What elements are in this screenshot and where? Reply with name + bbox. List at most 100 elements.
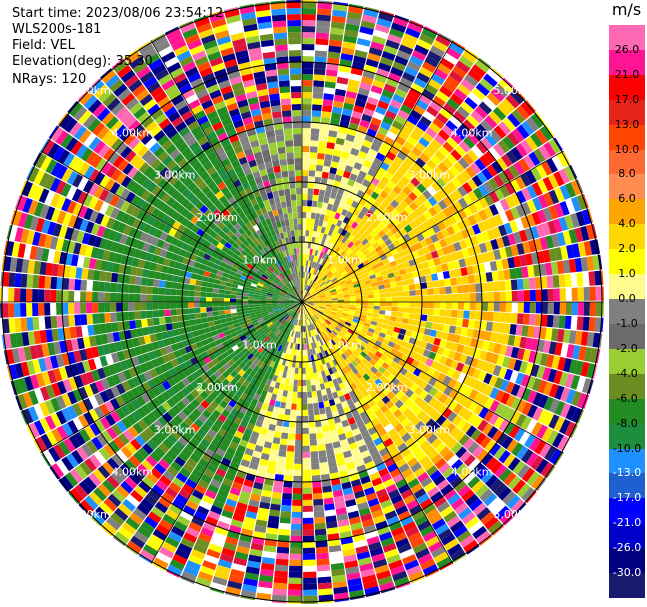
range-gate: [577, 287, 584, 301]
range-gate: [374, 271, 382, 278]
range-gate: [367, 245, 375, 253]
range-gate: [368, 90, 381, 101]
range-gate: [289, 379, 294, 386]
range-gate: [413, 319, 421, 327]
range-gate: [510, 146, 523, 161]
range-gate: [515, 204, 526, 218]
range-gate: [458, 335, 467, 345]
range-gate: [574, 360, 584, 376]
range-gate: [337, 305, 344, 309]
range-gate: [527, 390, 538, 404]
range-gate: [436, 272, 445, 280]
range-gate: [188, 302, 195, 308]
range-gate: [459, 353, 468, 364]
range-gate: [342, 252, 349, 260]
range-gate: [408, 88, 422, 99]
range-gate: [316, 552, 329, 560]
range-gate: [306, 294, 312, 299]
range-gate: [566, 244, 575, 259]
range-gate: [303, 284, 306, 291]
range-gate: [315, 170, 323, 178]
range-gate: [384, 262, 392, 270]
range-gate: [373, 186, 383, 195]
range-gate: [404, 266, 412, 274]
range-gate: [589, 302, 596, 317]
range-gate: [471, 64, 487, 78]
range-gate: [386, 166, 397, 176]
range-gate: [520, 215, 530, 229]
range-gate: [313, 188, 320, 196]
range-gate: [323, 311, 330, 316]
range-gate: [280, 504, 292, 512]
range-gate: [440, 228, 450, 238]
range-gate: [224, 306, 231, 311]
range-gate: [304, 291, 308, 297]
range-gate: [353, 256, 361, 263]
range-gate: [347, 178, 356, 187]
range-gate: [554, 203, 565, 218]
range-gate: [314, 237, 319, 244]
range-gate: [526, 199, 537, 213]
range-gate: [442, 270, 451, 279]
range-gate: [326, 63, 339, 71]
range-gate: [499, 302, 506, 312]
range-gate: [427, 259, 436, 268]
range-gate: [289, 553, 302, 560]
range-gate: [457, 185, 468, 197]
range-gate: [448, 269, 456, 278]
range-gate: [484, 133, 498, 147]
range-gate: [324, 308, 331, 312]
range-gate: [544, 124, 555, 138]
range-gate: [417, 269, 426, 277]
range-gate: [402, 98, 416, 110]
range-gate: [316, 558, 330, 566]
range-gate: [395, 204, 405, 214]
range-gate: [331, 300, 338, 302]
range-gate: [367, 168, 377, 177]
range-gate: [176, 308, 183, 316]
range-gate: [306, 206, 312, 213]
range-gate: [571, 287, 578, 301]
range-gate: [316, 564, 331, 572]
range-gate: [493, 291, 500, 302]
range-gate: [170, 302, 177, 309]
range-gate: [302, 200, 307, 207]
range-gate: [309, 267, 313, 274]
range-gate: [336, 219, 343, 227]
range-gate: [399, 77, 413, 88]
range-gate: [394, 194, 404, 205]
range-gate: [218, 302, 225, 307]
range-gate: [360, 20, 376, 30]
range-gate: [442, 157, 454, 169]
range-gate: [303, 571, 317, 578]
range-gate: [302, 254, 305, 261]
range-gate: [347, 11, 362, 21]
range-gate: [341, 284, 348, 289]
range-gate: [501, 98, 516, 113]
range-gate: [307, 302, 314, 305]
range-gate: [481, 292, 488, 302]
range-gate: [541, 161, 553, 176]
range-gate: [448, 325, 457, 334]
range-gate: [335, 273, 343, 279]
range-gate: [510, 279, 518, 291]
range-gate: [324, 261, 331, 268]
range-gate: [319, 305, 326, 309]
range-gate: [306, 373, 311, 380]
range-gate: [313, 304, 320, 307]
range-gate: [403, 195, 414, 206]
range-gate: [272, 588, 287, 596]
range-gate: [336, 168, 345, 177]
range-gate: [464, 96, 478, 110]
range-gate: [337, 265, 344, 272]
range-gate: [575, 211, 586, 227]
range-gate: [295, 427, 302, 434]
range-gate: [302, 32, 316, 39]
range-gate: [452, 65, 467, 79]
range-gate: [478, 242, 488, 254]
range-gate: [516, 278, 524, 290]
range-gate: [553, 171, 565, 187]
range-gate: [418, 136, 430, 148]
range-gate: [522, 349, 531, 362]
range-gate: [377, 181, 387, 191]
